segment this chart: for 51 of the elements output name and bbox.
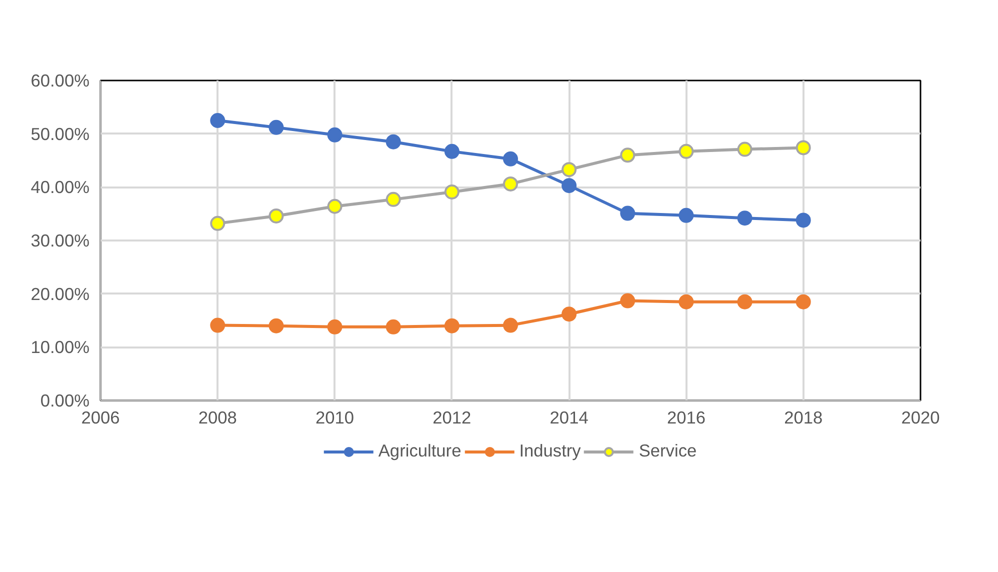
x-tick-label: 2006	[81, 408, 120, 428]
y-tick-label: 0.00%	[40, 390, 90, 410]
point	[444, 184, 460, 200]
point	[678, 294, 694, 310]
point	[737, 210, 752, 226]
point	[386, 319, 401, 334]
y-tick-label: 60.00%	[30, 70, 90, 90]
point	[327, 198, 342, 214]
point	[562, 178, 577, 194]
x-tick-label: 2018	[784, 408, 823, 428]
x-tick-label: 2012	[432, 408, 472, 428]
x-tick-label: 2014	[550, 408, 589, 428]
point	[796, 212, 811, 228]
point	[327, 127, 342, 142]
y-tick-label: 20.00%	[30, 284, 90, 304]
point	[210, 216, 226, 231]
point	[678, 144, 694, 159]
x-tick-label: 2008	[198, 408, 237, 428]
point	[620, 206, 636, 221]
point	[737, 142, 752, 157]
point	[444, 318, 460, 334]
y-tick-label: 30.00%	[30, 230, 90, 250]
x-tick-label: 2016	[666, 408, 706, 428]
point	[503, 151, 518, 166]
point	[678, 208, 694, 223]
point	[386, 134, 401, 150]
point	[268, 120, 284, 135]
x-tick-label: 2020	[901, 408, 940, 428]
x-tick-label: 2010	[316, 408, 354, 428]
point	[327, 319, 342, 334]
point	[503, 176, 518, 192]
point	[562, 306, 577, 322]
y-tick-label: 10.00%	[30, 337, 90, 358]
point	[796, 294, 811, 310]
point	[620, 293, 636, 308]
legend-label: Service	[638, 440, 697, 462]
legend-label: Industry	[519, 440, 581, 462]
y-tick-label: 50.00%	[30, 124, 90, 144]
point	[503, 318, 518, 333]
point	[737, 294, 752, 310]
point	[562, 162, 577, 178]
point	[620, 148, 636, 163]
point	[796, 140, 811, 156]
point	[268, 318, 284, 334]
point	[210, 113, 226, 128]
point	[268, 208, 284, 224]
point	[210, 318, 226, 333]
point	[444, 144, 460, 159]
y-tick-label: 40.00%	[30, 177, 90, 198]
legend-label: Agriculture	[378, 440, 462, 462]
point	[386, 192, 401, 207]
